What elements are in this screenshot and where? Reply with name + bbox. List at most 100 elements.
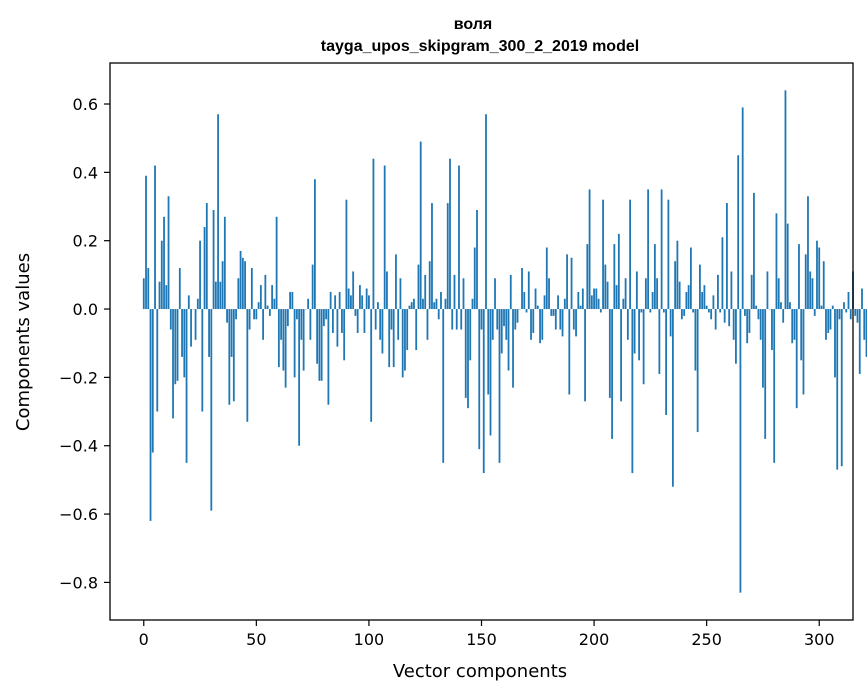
bar [460,309,463,330]
y-tick-label: 0.2 [73,232,98,251]
bar [332,309,334,333]
bar [809,271,812,310]
bar [568,309,571,395]
bar [536,305,539,310]
x-tick-label: 50 [246,630,266,649]
bar [802,309,805,395]
bar [762,309,764,388]
bar [539,309,541,344]
bar [642,309,645,385]
bar [471,298,474,310]
bar [336,309,339,347]
bar [374,309,377,330]
bar [354,309,357,316]
bar [599,309,602,313]
bar [491,309,494,340]
bar [489,309,492,436]
bar [476,209,478,310]
bar [255,309,258,320]
bar [847,291,850,310]
bar [840,309,843,467]
bar [581,288,584,310]
bar [786,223,789,310]
bar [293,309,296,378]
bar [721,237,724,310]
bar [487,309,490,395]
bar [660,189,663,310]
bar [478,309,481,450]
bar [669,309,672,337]
bar [617,233,620,310]
y-tick-label: −0.2 [59,368,98,387]
bar [158,281,161,310]
bar [388,309,391,368]
bar [759,309,762,340]
bar [401,309,404,378]
bar [165,285,168,310]
bar [678,281,681,310]
bar [532,309,535,333]
bar [277,309,280,368]
bar [689,247,692,310]
bar [552,309,555,316]
bar [428,261,431,310]
bar [649,309,652,313]
bar [352,271,355,310]
bar [530,309,532,340]
bar [309,309,312,340]
bar [341,309,343,333]
y-tick-label: −0.6 [59,505,98,524]
bar [422,298,424,310]
bar [680,309,683,320]
bar [514,309,517,330]
plot-frame [109,62,854,621]
bar [363,309,366,333]
bar [624,278,627,310]
bar [527,271,530,310]
bar [640,309,643,313]
bar [685,291,688,310]
bar [426,309,429,340]
bar [464,309,467,398]
bar [212,209,215,310]
bar [203,227,206,310]
bar [730,271,733,310]
bar [185,309,188,463]
bar [280,309,283,340]
bar [246,309,249,422]
bar [667,199,670,310]
bar [437,309,440,320]
bar [404,309,406,371]
bar [163,216,165,310]
bar [444,298,447,310]
bar [554,309,557,330]
x-tick-label: 200 [579,630,610,649]
bar [807,196,809,310]
bar [771,309,773,351]
bar [235,309,237,320]
bar [577,291,580,310]
bar [408,305,411,310]
bar [397,309,400,340]
bar [356,309,359,333]
bar [541,309,544,340]
bar [415,309,418,351]
x-axis-label: Vector components [393,661,567,682]
bar [503,309,505,327]
bar [359,285,361,310]
bar [750,274,753,310]
bar [219,281,222,310]
bar [480,309,483,330]
bar [653,244,656,310]
bar [208,309,210,357]
bar [579,305,582,310]
bar [482,309,485,474]
bar [282,309,285,371]
bar [318,309,321,381]
bar [838,309,841,320]
bar [843,302,845,310]
bar [800,309,803,361]
bar [813,309,816,316]
bar [804,254,807,310]
